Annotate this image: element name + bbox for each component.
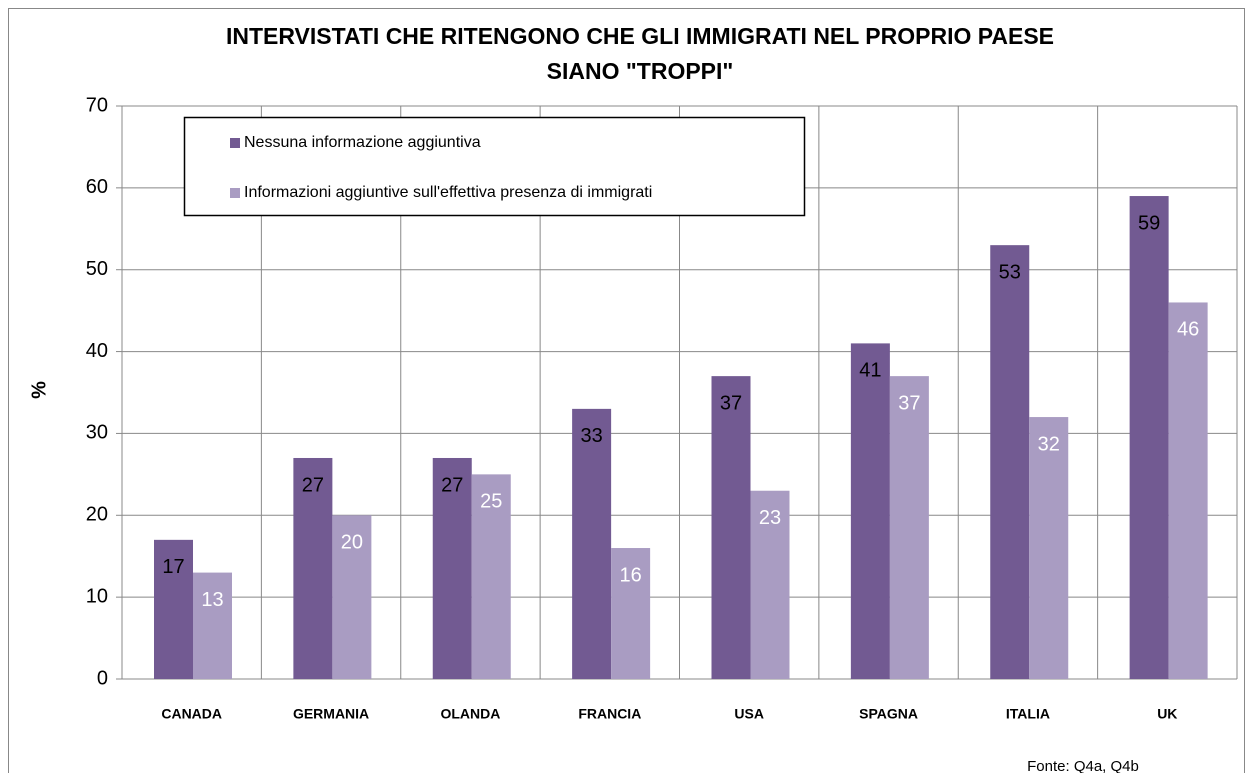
x-tick-label: ITALIA	[1006, 706, 1050, 722]
data-label: 53	[999, 261, 1021, 283]
bar	[850, 343, 890, 679]
data-label: 32	[1038, 433, 1060, 455]
bar	[193, 572, 232, 679]
bar	[711, 376, 751, 679]
y-axis-label: %	[28, 381, 50, 399]
data-label: 37	[720, 392, 742, 414]
data-label: 27	[441, 474, 463, 496]
legend-swatch	[230, 138, 240, 148]
bar	[889, 376, 929, 679]
y-tick-label: 0	[97, 667, 108, 689]
bar	[611, 548, 651, 679]
data-label: 59	[1138, 212, 1160, 234]
bar	[1029, 417, 1069, 679]
data-label: 46	[1177, 319, 1199, 341]
data-label: 17	[162, 556, 184, 578]
bar	[750, 490, 790, 679]
data-label: 37	[898, 392, 920, 414]
legend-label: Nessuna informazione aggiuntiva	[244, 134, 481, 151]
bar	[990, 245, 1030, 679]
bar	[1129, 196, 1169, 680]
bar	[432, 457, 472, 679]
y-tick-label: 60	[86, 176, 108, 198]
bar	[154, 539, 193, 679]
data-label: 16	[620, 564, 642, 586]
bar	[471, 474, 511, 679]
data-label: 23	[759, 507, 781, 529]
x-tick-label: CANADA	[161, 706, 222, 722]
x-tick-label: SPAGNA	[859, 706, 918, 722]
y-tick-label: 30	[86, 422, 108, 444]
y-tick-label: 70	[86, 94, 108, 116]
data-label: 20	[341, 532, 363, 554]
x-tick-label: FRANCIA	[578, 706, 641, 722]
bar	[332, 515, 372, 679]
data-label: 33	[581, 425, 603, 447]
source-note: Fonte: Q4a, Q4b	[1027, 758, 1139, 773]
x-tick-label: UK	[1157, 706, 1177, 722]
data-label: 13	[201, 589, 223, 611]
legend-label: Informazioni aggiuntive sull'effettiva p…	[244, 184, 652, 201]
data-label: 27	[302, 474, 324, 496]
y-tick-label: 50	[86, 258, 108, 280]
bar	[1168, 302, 1208, 679]
chart-title: SIANO "TROPPI"	[547, 58, 734, 84]
x-tick-label: OLANDA	[440, 706, 500, 722]
y-tick-label: 20	[86, 504, 108, 526]
y-tick-label: 40	[86, 340, 108, 362]
legend-swatch	[230, 188, 240, 198]
bar	[293, 457, 333, 679]
y-tick-label: 10	[86, 585, 108, 607]
x-tick-label: GERMANIA	[293, 706, 369, 722]
legend-box	[183, 116, 806, 217]
data-label: 41	[859, 360, 881, 382]
bar	[572, 408, 612, 679]
data-label: 25	[480, 491, 502, 513]
chart-title: INTERVISTATI CHE RITENGONO CHE GLI IMMIG…	[226, 23, 1054, 49]
x-tick-label: USA	[734, 706, 764, 722]
